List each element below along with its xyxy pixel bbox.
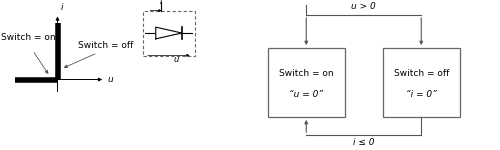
Text: Switch = on: Switch = on — [1, 33, 56, 42]
Bar — [268, 48, 345, 117]
Text: u > 0: u > 0 — [352, 2, 376, 11]
Text: Switch = off: Switch = off — [78, 40, 133, 50]
Text: “i = 0”: “i = 0” — [406, 90, 436, 99]
Bar — [142, 11, 195, 56]
Bar — [382, 48, 460, 117]
Text: u: u — [174, 54, 179, 63]
Text: i: i — [60, 3, 63, 12]
Polygon shape — [156, 27, 182, 39]
Text: Switch = on: Switch = on — [279, 69, 334, 78]
Text: Switch = off: Switch = off — [394, 69, 449, 78]
Text: i: i — [160, 0, 162, 6]
Text: “u = 0”: “u = 0” — [289, 90, 323, 99]
Text: i ≤ 0: i ≤ 0 — [353, 138, 374, 147]
Text: u: u — [108, 75, 114, 84]
